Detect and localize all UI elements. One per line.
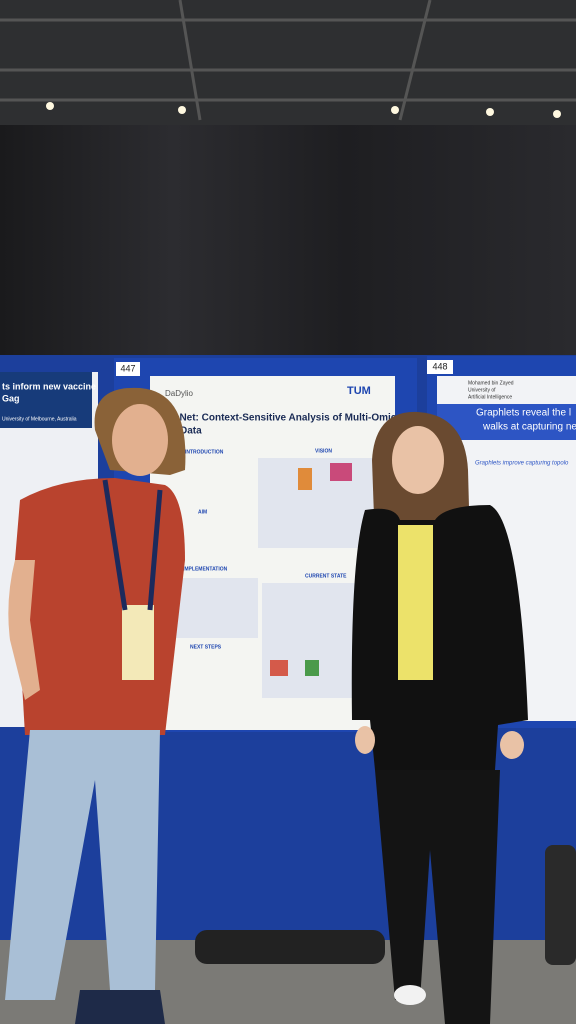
left-poster-header xyxy=(0,372,92,428)
ceiling-lights xyxy=(486,108,494,116)
poster-number-tag xyxy=(116,362,140,376)
poster-number: 448 xyxy=(432,361,447,371)
poster-number-tag xyxy=(427,360,453,374)
ceiling-lights xyxy=(46,102,561,118)
right-poster-title: walks at capturing ne xyxy=(482,422,576,433)
bag xyxy=(545,845,576,965)
section-heading: IMPLEMENTATION xyxy=(183,566,228,572)
left-poster-title: Gag xyxy=(2,393,20,403)
section-heading: VISION xyxy=(315,448,332,454)
person-right xyxy=(351,505,528,770)
right-poster-title: Graphlets reveal the l xyxy=(476,408,571,419)
person-right xyxy=(500,731,524,759)
person-left xyxy=(8,560,41,700)
poster-figure-detail xyxy=(270,463,352,676)
center-poster-title: Data xyxy=(180,426,202,437)
person-right xyxy=(394,985,426,1005)
right-poster-subtitle: Graphlets improve capturing topolo xyxy=(475,461,569,467)
poster-figure-detail xyxy=(305,660,319,676)
ceiling-truss xyxy=(0,0,576,121)
section-heading: INTRODUCTION xyxy=(185,449,224,455)
poster-logo: TUM xyxy=(347,385,371,397)
left-poster-affiliation: University of Melbourne, Australia xyxy=(2,416,77,422)
left-poster-title: ts inform new vaccine xyxy=(2,381,96,391)
person-right xyxy=(355,726,375,754)
person-right xyxy=(375,770,500,1024)
photo: INTRODUCTION AIM IMPLEMENTATION NEXT STE… xyxy=(183,448,347,650)
person-right xyxy=(392,426,444,494)
institution: University of xyxy=(468,387,496,393)
poster-figure-detail xyxy=(270,660,288,676)
ceiling-lights xyxy=(46,102,54,110)
poster-figure-detail xyxy=(330,463,352,481)
ceiling-lights xyxy=(391,106,399,114)
person-left xyxy=(5,730,160,1000)
ceiling-truss xyxy=(398,0,432,121)
poster-number: 447 xyxy=(120,363,135,373)
person-left xyxy=(122,605,154,680)
institution: Artificial Intelligence xyxy=(468,394,512,400)
right-poster-header xyxy=(437,404,576,440)
section-heading: NEXT STEPS xyxy=(190,644,222,650)
ceiling xyxy=(0,0,576,130)
institution: Mohamed bin Zayed xyxy=(468,380,514,386)
person-right xyxy=(351,411,528,1024)
poster-logo: DaDylio xyxy=(165,389,194,398)
poster-tube xyxy=(195,930,385,964)
curtain xyxy=(0,125,576,360)
ceiling-lights xyxy=(178,106,186,114)
ceiling-truss xyxy=(178,0,202,121)
person-left xyxy=(112,404,168,476)
ceiling-lights xyxy=(553,110,561,118)
center-poster-title: thNet: Context-Sensitive Analysis of Mul… xyxy=(170,413,402,424)
poster-figure-detail xyxy=(298,468,312,490)
person-right xyxy=(398,525,433,680)
person-left xyxy=(102,479,163,611)
person-left xyxy=(75,990,165,1024)
section-heading: AIM xyxy=(198,509,207,515)
person-left xyxy=(5,387,186,1024)
section-heading: CURRENT STATE xyxy=(305,573,347,579)
